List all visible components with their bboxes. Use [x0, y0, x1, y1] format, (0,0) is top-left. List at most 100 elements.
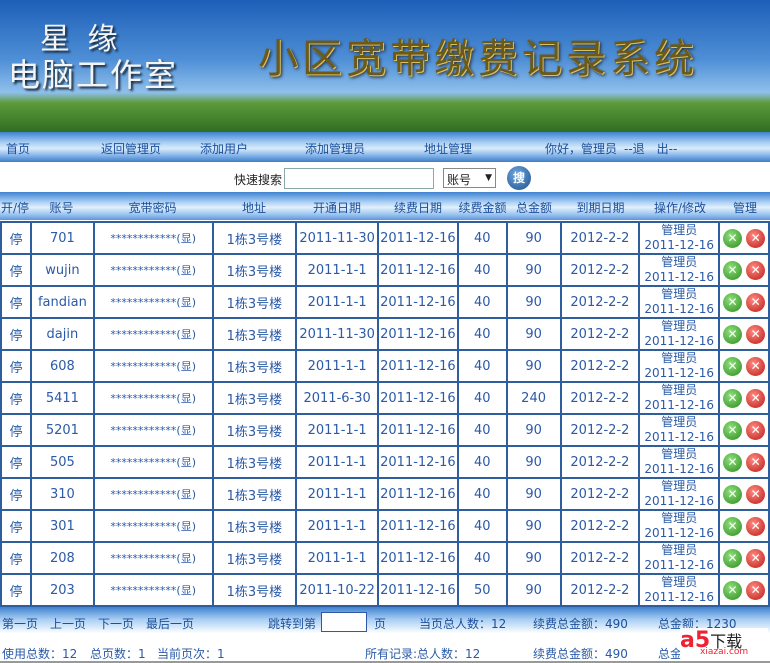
- logo-line1: 星 缘: [40, 22, 122, 57]
- password-cell[interactable]: ************(显): [92, 509, 214, 543]
- operation-date: 2011-12-16: [644, 526, 715, 540]
- operator-name: 管理员: [661, 287, 698, 301]
- operation-date: 2011-12-16: [644, 238, 715, 252]
- open-date-cell: 2011-11-30: [295, 317, 380, 351]
- search-input[interactable]: [284, 168, 434, 189]
- edit-tools-icon[interactable]: ✕: [722, 260, 742, 280]
- toggle-status-link-cell[interactable]: 停: [0, 317, 32, 351]
- edit-tools-icon[interactable]: ✕: [722, 548, 742, 568]
- address-cell: 1栋3号楼: [211, 221, 298, 255]
- password-cell[interactable]: ************(显): [92, 573, 214, 607]
- password-cell[interactable]: ************(显): [92, 445, 214, 479]
- operator-name: 管理员: [661, 223, 698, 237]
- expire-date-cell: 2012-2-2: [559, 381, 641, 415]
- delete-icon[interactable]: ✕: [746, 420, 766, 440]
- edit-tools-icon[interactable]: ✕: [722, 452, 742, 472]
- total-amount-cell: 90: [505, 509, 562, 543]
- toggle-status-link-cell[interactable]: 停: [0, 253, 32, 287]
- account-cell: 5201: [29, 413, 95, 447]
- edit-tools-icon[interactable]: ✕: [722, 420, 742, 440]
- nav-home[interactable]: 首页: [6, 142, 31, 156]
- edit-tools-icon[interactable]: ✕: [722, 356, 742, 376]
- nav-address[interactable]: 地址管理: [424, 142, 473, 156]
- toggle-status-link-cell[interactable]: 停: [0, 477, 32, 511]
- manage-cell: ✕ ✕: [718, 317, 770, 351]
- nav-bar: 首页 返回管理页 添加用户 添加管理员 地址管理 你好，管理员 --退 出--: [0, 132, 770, 162]
- header-banner: 星 缘 电脑工作室 小区宽带缴费记录系统: [0, 0, 770, 132]
- edit-tools-icon[interactable]: ✕: [722, 484, 742, 504]
- logout-link[interactable]: --退 出--: [624, 142, 678, 156]
- delete-icon[interactable]: ✕: [746, 292, 766, 312]
- renew-date-cell: 2011-12-16: [377, 381, 459, 415]
- search-field-select[interactable]: 账号 ▼: [443, 168, 496, 188]
- page-people-count: 当页总人数：12: [419, 617, 507, 631]
- password-cell[interactable]: ************(显): [92, 253, 214, 287]
- operator-name: 管理员: [661, 511, 698, 525]
- toggle-status-link-cell[interactable]: 停: [0, 573, 32, 607]
- watermark-logo: a5下载 xiazai.com: [680, 628, 768, 661]
- operator-cell: 管理员 2011-12-16: [638, 349, 721, 383]
- delete-icon[interactable]: ✕: [746, 228, 766, 248]
- address-cell: 1栋3号楼: [211, 381, 298, 415]
- manage-cell: ✕ ✕: [718, 413, 770, 447]
- edit-tools-icon[interactable]: ✕: [722, 388, 742, 408]
- last-page-link[interactable]: 最后一页: [146, 617, 195, 631]
- summary-bar: 使用总数：12 总页数：1 当前页次：1 所有记录:总人数：12 续费总金额：4…: [0, 638, 770, 663]
- toggle-status-link-cell[interactable]: 停: [0, 285, 32, 319]
- select-value: 账号: [447, 173, 472, 187]
- operator-name: 管理员: [661, 351, 698, 365]
- open-date-cell: 2011-1-1: [295, 253, 380, 287]
- renew-amount-cell: 40: [456, 445, 508, 479]
- password-cell[interactable]: ************(显): [92, 381, 214, 415]
- delete-icon[interactable]: ✕: [746, 356, 766, 376]
- operation-date: 2011-12-16: [644, 430, 715, 444]
- delete-icon[interactable]: ✕: [746, 388, 766, 408]
- toggle-status-link-cell[interactable]: 停: [0, 413, 32, 447]
- toggle-status-link-cell[interactable]: 停: [0, 445, 32, 479]
- next-page-link[interactable]: 下一页: [98, 617, 135, 631]
- prev-page-link[interactable]: 上一页: [50, 617, 87, 631]
- operator-cell: 管理员 2011-12-16: [638, 285, 721, 319]
- toggle-status-link-cell[interactable]: 停: [0, 349, 32, 383]
- delete-icon[interactable]: ✕: [746, 516, 766, 536]
- toggle-status-link-cell[interactable]: 停: [0, 509, 32, 543]
- password-cell[interactable]: ************(显): [92, 317, 214, 351]
- jump-page-input[interactable]: [321, 612, 367, 632]
- delete-icon[interactable]: ✕: [746, 260, 766, 280]
- password-cell[interactable]: ************(显): [92, 285, 214, 319]
- first-page-link[interactable]: 第一页: [2, 617, 39, 631]
- renew-date-cell: 2011-12-16: [377, 541, 459, 575]
- operation-date: 2011-12-16: [644, 334, 715, 348]
- delete-icon[interactable]: ✕: [746, 580, 766, 600]
- edit-tools-icon[interactable]: ✕: [722, 228, 742, 248]
- renew-date-cell: 2011-12-16: [377, 253, 459, 287]
- password-cell[interactable]: ************(显): [92, 349, 214, 383]
- renew-date-cell: 2011-12-16: [377, 509, 459, 543]
- delete-icon[interactable]: ✕: [746, 484, 766, 504]
- nav-add-admin[interactable]: 添加管理员: [305, 142, 366, 156]
- password-cell[interactable]: ************(显): [92, 477, 214, 511]
- delete-icon[interactable]: ✕: [746, 548, 766, 568]
- password-cell[interactable]: ************(显): [92, 221, 214, 255]
- operator-cell: 管理员 2011-12-16: [638, 381, 721, 415]
- manage-cell: ✕ ✕: [718, 285, 770, 319]
- manage-cell: ✕ ✕: [718, 253, 770, 287]
- password-cell[interactable]: ************(显): [92, 541, 214, 575]
- operation-date: 2011-12-16: [644, 302, 715, 316]
- nav-back-admin[interactable]: 返回管理页: [101, 142, 162, 156]
- delete-icon[interactable]: ✕: [746, 452, 766, 472]
- edit-tools-icon[interactable]: ✕: [722, 324, 742, 344]
- renew-date-cell: 2011-12-16: [377, 413, 459, 447]
- operator-name: 管理员: [661, 415, 698, 429]
- logo-line2: 电脑工作室: [8, 56, 179, 94]
- search-button[interactable]: 搜: [507, 166, 531, 190]
- edit-tools-icon[interactable]: ✕: [722, 516, 742, 536]
- toggle-status-link-cell[interactable]: 停: [0, 541, 32, 575]
- delete-icon[interactable]: ✕: [746, 324, 766, 344]
- nav-add-user[interactable]: 添加用户: [200, 142, 249, 156]
- edit-tools-icon[interactable]: ✕: [722, 292, 742, 312]
- toggle-status-link-cell[interactable]: 停: [0, 221, 32, 255]
- edit-tools-icon[interactable]: ✕: [722, 580, 742, 600]
- toggle-status-link-cell[interactable]: 停: [0, 381, 32, 415]
- password-cell[interactable]: ************(显): [92, 413, 214, 447]
